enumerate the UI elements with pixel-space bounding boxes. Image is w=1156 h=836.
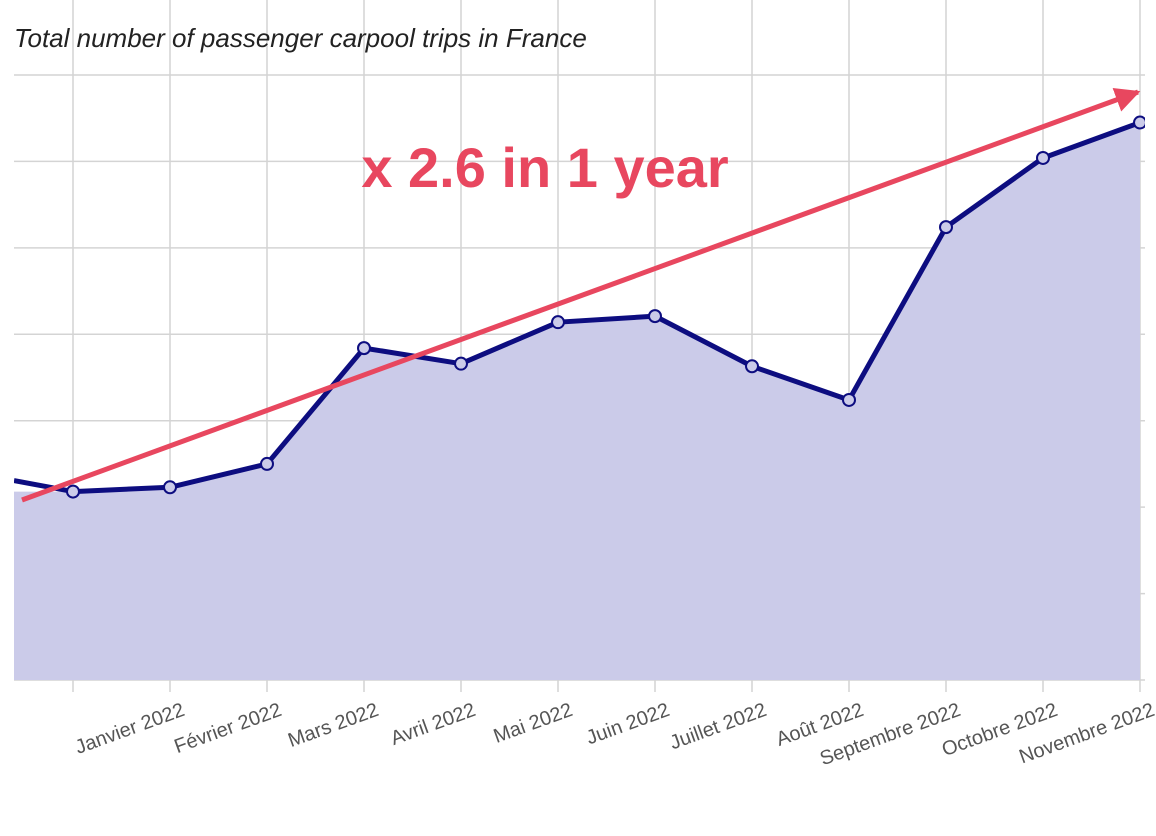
point: [454, 356, 468, 371]
line: [72, 120, 1141, 495]
x-tick-label: Juillet 2022: [667, 699, 770, 754]
area: [14, 122, 1140, 681]
point: [648, 309, 662, 324]
x-tick-label: Mai 2022: [491, 699, 576, 748]
line-lead: [14, 478, 74, 495]
annotation: x 2.6 in 1 year: [361, 136, 728, 199]
point: [357, 341, 371, 356]
chart-title: Total number of passenger carpool trips …: [14, 23, 587, 53]
point: [1133, 115, 1145, 130]
plot: [14, 115, 1145, 681]
point: [745, 359, 759, 374]
x-tick-label: Janvier 2022: [72, 699, 187, 759]
x-tick-label: Février 2022: [171, 699, 284, 758]
point: [551, 315, 565, 330]
point: [66, 484, 80, 499]
point: [842, 392, 856, 407]
point: [1036, 150, 1050, 165]
point: [163, 480, 177, 495]
x-tick-label: Juin 2022: [583, 699, 672, 749]
x-tick-label: Avril 2022: [388, 699, 479, 750]
x-tick-label: Mars 2022: [285, 699, 381, 752]
point: [260, 456, 274, 471]
point: [939, 220, 953, 235]
trend-arrow: [21, 87, 1141, 503]
